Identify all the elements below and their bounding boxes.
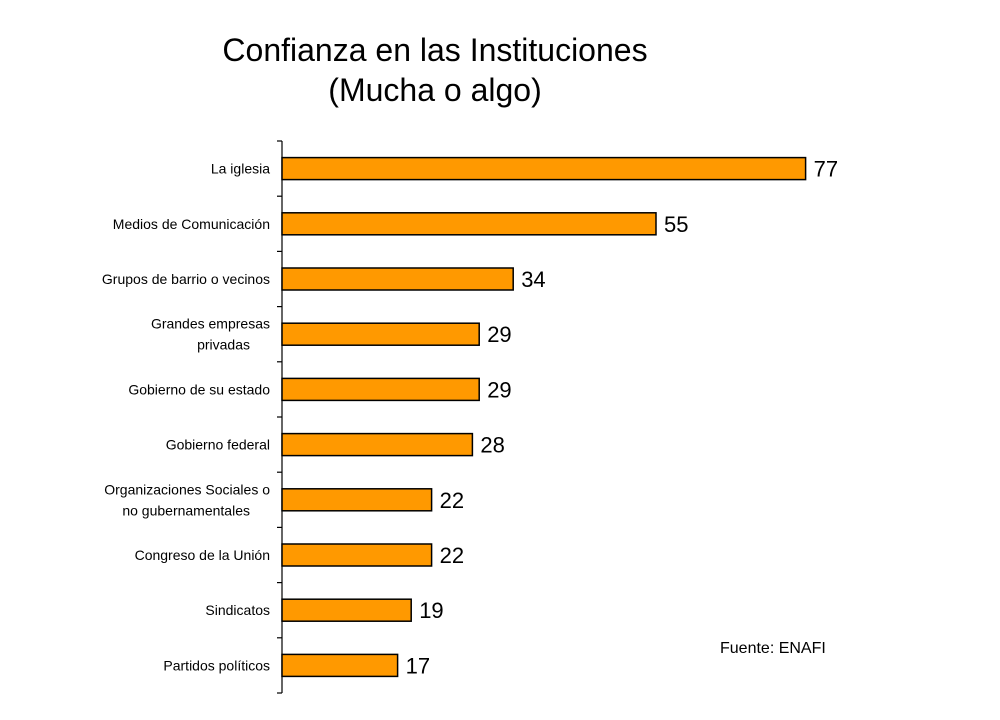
value-label-10: 17 [406,653,430,678]
bar-5 [281,377,480,402]
bar-10 [281,653,399,678]
bar-4 [281,322,480,346]
category-label-6: Gobierno federal [166,437,270,453]
value-label-9: 19 [419,598,443,623]
bar-1 [281,156,807,181]
value-label-2: 55 [664,212,688,237]
value-label-1: 77 [814,157,838,182]
bar-6 [281,432,474,457]
chart-title-line-2: (Mucha o algo) [328,72,542,108]
value-label-5: 29 [487,377,511,402]
value-label-8: 22 [440,543,464,568]
category-label-2: Medios de Comunicación [113,216,270,232]
value-label-6: 28 [480,433,504,458]
category-label-1: La iglesia [211,161,270,177]
category-label-4: Grandes empresas privadas [151,316,270,353]
category-label-8: Congreso de la Unión [135,547,270,563]
value-label-7: 22 [440,488,464,513]
category-label-5: Gobierno de su estado [128,381,270,397]
bar-3 [281,267,514,291]
category-label-9: Sindicatos [205,602,270,618]
bar-2 [281,212,657,236]
chart-title-line-1: Confianza en las Instituciones [222,32,648,68]
category-label-10: Partidos políticos [163,657,270,673]
bar-9 [281,598,412,622]
bar-7 [281,488,433,512]
source-note: Fuente: ENAFI [720,640,826,657]
category-label-7: Organizaciones Sociales o no gubernamenta… [104,481,270,518]
value-label-4: 29 [487,322,511,347]
bar-8 [281,543,433,567]
value-label-3: 34 [521,267,545,292]
category-label-3: Grupos de barrio o vecinos [102,271,270,287]
